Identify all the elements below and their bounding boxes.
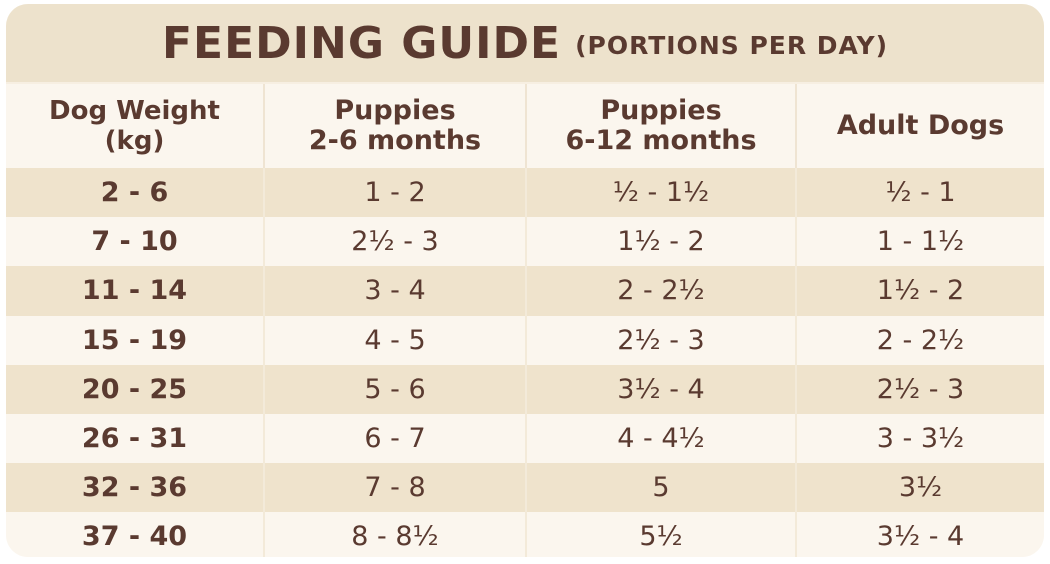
table-row: 37 - 40 8 - 8½ 5½ 3½ - 4 [6, 512, 1044, 557]
table-row: 20 - 25 5 - 6 3½ - 4 2½ - 3 [6, 364, 1044, 414]
puppies-6-12-cell: 2½ - 3 [525, 315, 796, 365]
header-line: Dog Weight [49, 96, 220, 126]
header-line: Adult Dogs [836, 110, 1005, 141]
puppies-6-12-cell: 5½ [525, 512, 796, 557]
weight-cell: 7 - 10 [6, 217, 264, 267]
header-row: Dog Weight (kg) Puppies 2-6 months Puppi… [6, 84, 1044, 168]
weight-cell: 15 - 19 [6, 315, 264, 365]
weight-cell: 26 - 31 [6, 413, 264, 464]
table-row: 11 - 14 3 - 4 2 - 2½ 1½ - 2 [6, 266, 1044, 316]
adult-cell: 3½ [795, 463, 1044, 513]
weight-cell: 2 - 6 [6, 168, 264, 218]
weight-cell: 11 - 14 [6, 266, 264, 316]
table-row: 15 - 19 4 - 5 2½ - 3 2 - 2½ [6, 315, 1044, 365]
table-row: 2 - 6 1 - 2 ½ - 1½ ½ - 1 [6, 168, 1044, 218]
puppies-6-12-cell: 1½ - 2 [525, 217, 796, 267]
adult-cell: 3 - 3½ [795, 413, 1044, 464]
weight-cell: 32 - 36 [6, 463, 264, 513]
header-puppies-6-12: Puppies 6-12 months [525, 84, 796, 168]
puppies-6-12-cell: ½ - 1½ [525, 168, 796, 218]
weight-cell: 20 - 25 [6, 364, 264, 414]
table-row: 7 - 10 2½ - 3 1½ - 2 1 - 1½ [6, 217, 1044, 267]
puppies-2-6-cell: 1 - 2 [263, 168, 526, 218]
adult-cell: 2½ - 3 [795, 364, 1044, 414]
table-row: 32 - 36 7 - 8 5 3½ [6, 463, 1044, 513]
table-row: 26 - 31 6 - 7 4 - 4½ 3 - 3½ [6, 413, 1044, 464]
adult-cell: 1 - 1½ [795, 217, 1044, 267]
page-title: FEEDING GUIDE [161, 17, 562, 69]
puppies-2-6-cell: 2½ - 3 [263, 217, 526, 267]
header-line: 6-12 months [565, 125, 757, 156]
header-line: 2-6 months [308, 125, 482, 156]
puppies-6-12-cell: 5 [525, 463, 796, 513]
header-line: (kg) [104, 126, 165, 156]
puppies-2-6-cell: 3 - 4 [263, 266, 526, 316]
adult-cell: 1½ - 2 [795, 266, 1044, 316]
puppies-2-6-cell: 6 - 7 [263, 413, 526, 464]
page-subtitle: (PORTIONS PER DAY) [575, 30, 889, 60]
header-line: Puppies [334, 95, 456, 126]
title-bar: FEEDING GUIDE (PORTIONS PER DAY) [6, 4, 1044, 84]
puppies-2-6-cell: 7 - 8 [263, 463, 526, 513]
puppies-2-6-cell: 8 - 8½ [263, 512, 526, 557]
weight-cell: 37 - 40 [6, 512, 264, 557]
feeding-table: Dog Weight (kg) Puppies 2-6 months Puppi… [6, 84, 1044, 557]
adult-cell: 3½ - 4 [795, 512, 1044, 557]
puppies-2-6-cell: 4 - 5 [263, 315, 526, 365]
header-adult-dogs: Adult Dogs [795, 84, 1044, 168]
puppies-6-12-cell: 3½ - 4 [525, 364, 796, 414]
adult-cell: 2 - 2½ [795, 315, 1044, 365]
header-line: Puppies [600, 95, 722, 126]
header-dog-weight: Dog Weight (kg) [6, 84, 264, 168]
header-puppies-2-6: Puppies 2-6 months [263, 84, 526, 168]
puppies-6-12-cell: 2 - 2½ [525, 266, 796, 316]
adult-cell: ½ - 1 [795, 168, 1044, 218]
puppies-6-12-cell: 4 - 4½ [525, 413, 796, 464]
puppies-2-6-cell: 5 - 6 [263, 364, 526, 414]
feeding-guide-card: FEEDING GUIDE (PORTIONS PER DAY) Dog Wei… [6, 4, 1044, 557]
